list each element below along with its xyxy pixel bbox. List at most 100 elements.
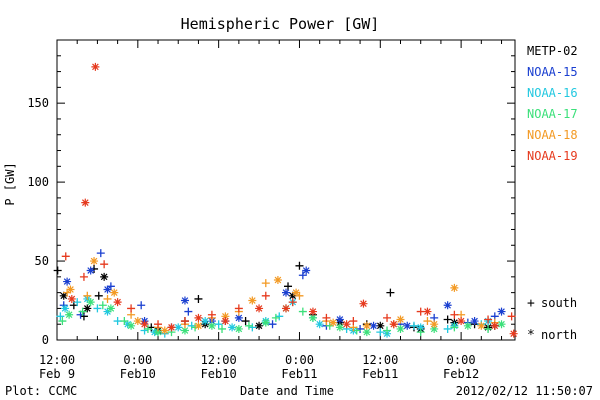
north-point bbox=[133, 317, 142, 326]
south-point bbox=[180, 317, 189, 326]
south-point bbox=[207, 310, 216, 319]
south-point bbox=[244, 321, 253, 330]
south-point bbox=[103, 294, 112, 303]
south-point bbox=[73, 298, 82, 307]
north-point bbox=[103, 285, 112, 294]
south-point bbox=[98, 301, 107, 310]
x-tick-label-time: 0:00 bbox=[123, 353, 152, 367]
x-tick-label-date: Feb10 bbox=[120, 367, 156, 381]
south-point bbox=[93, 304, 102, 313]
north-point bbox=[167, 323, 176, 332]
legend-series-label: NOAA-16 bbox=[527, 86, 578, 100]
y-tick-label: 100 bbox=[27, 175, 49, 189]
south-point bbox=[83, 291, 92, 300]
north-point bbox=[497, 320, 506, 329]
north-point bbox=[83, 304, 92, 313]
south-point bbox=[143, 324, 152, 333]
north-point bbox=[302, 266, 311, 275]
south-point bbox=[349, 317, 358, 326]
south-point bbox=[147, 323, 156, 332]
south-point bbox=[356, 324, 365, 333]
south-point bbox=[261, 291, 270, 300]
y-tick-label: 0 bbox=[42, 333, 49, 347]
south-point bbox=[383, 313, 392, 322]
north-point bbox=[81, 198, 90, 207]
north-point bbox=[110, 288, 119, 297]
legend-series-label: NOAA-19 bbox=[527, 149, 578, 163]
south-point bbox=[56, 312, 65, 321]
south-point bbox=[507, 312, 516, 321]
x-tick-label-date: Feb11 bbox=[362, 367, 398, 381]
north-point bbox=[261, 318, 270, 327]
north-point bbox=[315, 320, 324, 329]
south-point bbox=[94, 291, 103, 300]
north-point bbox=[308, 307, 317, 316]
south-point bbox=[416, 307, 425, 316]
south-point bbox=[79, 312, 88, 321]
north-point bbox=[359, 299, 368, 308]
south-point bbox=[96, 249, 105, 258]
south-point bbox=[127, 304, 136, 313]
south-point bbox=[120, 317, 129, 326]
legend: METP-02 NOAA-15 NOAA-16 NOAA-17 NOAA-18 NOAA-… bbox=[527, 44, 578, 343]
north-point bbox=[497, 307, 506, 316]
north-point bbox=[174, 323, 183, 332]
south-point bbox=[288, 298, 297, 307]
north-point bbox=[180, 326, 189, 335]
south-point bbox=[78, 307, 87, 316]
north-point bbox=[248, 296, 257, 305]
north-point bbox=[90, 257, 99, 266]
north-point bbox=[403, 321, 412, 330]
north-point bbox=[123, 320, 132, 329]
north-point bbox=[369, 321, 378, 330]
x-tick-label-time: 0:00 bbox=[447, 353, 476, 367]
x-axis-label: Date and Time bbox=[240, 384, 334, 398]
north-point bbox=[362, 328, 371, 337]
south-point bbox=[443, 315, 452, 324]
north-point bbox=[450, 283, 459, 292]
north-point bbox=[113, 298, 122, 307]
north-point bbox=[59, 291, 68, 300]
north-point bbox=[282, 288, 290, 297]
north-point bbox=[490, 321, 499, 330]
south-point bbox=[53, 266, 62, 275]
south-point bbox=[443, 324, 452, 333]
north-point bbox=[292, 288, 301, 297]
north-point bbox=[67, 294, 76, 303]
x-tick-label-date: Feb11 bbox=[281, 367, 317, 381]
north-point bbox=[430, 320, 439, 329]
x-tick-label-date: Feb 9 bbox=[39, 367, 75, 381]
legend-series-label: NOAA-18 bbox=[527, 128, 578, 142]
south-point bbox=[409, 321, 418, 330]
x-tick-label-date: Feb10 bbox=[201, 367, 237, 381]
north-point bbox=[103, 307, 112, 316]
south-point bbox=[423, 317, 432, 326]
x-tick-label-time: 0:00 bbox=[285, 353, 314, 367]
legend-marker-label: north bbox=[541, 328, 577, 342]
south-point bbox=[261, 279, 270, 288]
x-tick-label-time: 12:00 bbox=[201, 353, 237, 367]
south-point bbox=[450, 310, 459, 319]
y-tick-label: 150 bbox=[27, 96, 49, 110]
south-point bbox=[113, 317, 122, 326]
north-point bbox=[443, 301, 452, 310]
south-point bbox=[137, 301, 146, 310]
north-point bbox=[140, 320, 149, 329]
y-tick-label: 50 bbox=[35, 254, 49, 268]
legend-series-label: METP-02 bbox=[527, 44, 578, 58]
south-point bbox=[61, 252, 70, 261]
north-point bbox=[463, 321, 472, 330]
south-point bbox=[218, 324, 227, 333]
south-point bbox=[322, 313, 331, 322]
south-point bbox=[100, 260, 109, 269]
north-point bbox=[234, 324, 243, 333]
south-point bbox=[295, 261, 304, 270]
north-point bbox=[342, 320, 351, 329]
south-point bbox=[268, 320, 277, 329]
north-point bbox=[282, 304, 290, 313]
north-point bbox=[288, 291, 297, 300]
north-point bbox=[396, 315, 405, 324]
legend-series-label: NOAA-17 bbox=[527, 107, 578, 121]
x-tick-label-time: 12:00 bbox=[362, 353, 398, 367]
